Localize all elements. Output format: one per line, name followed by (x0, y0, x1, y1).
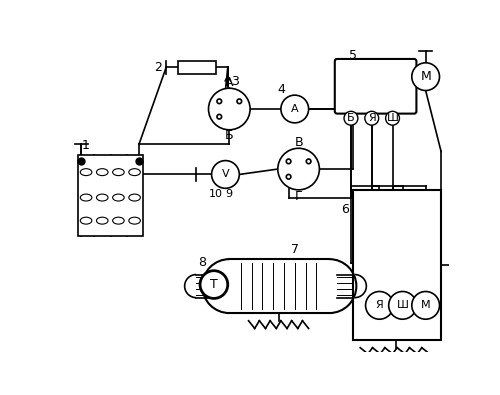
Text: 6: 6 (341, 203, 348, 216)
Circle shape (412, 292, 440, 319)
Text: М: М (421, 300, 430, 310)
Text: 2: 2 (154, 61, 162, 74)
Circle shape (212, 161, 240, 188)
Ellipse shape (96, 169, 108, 176)
Circle shape (208, 88, 250, 130)
Text: 7: 7 (291, 243, 299, 256)
Circle shape (365, 111, 378, 125)
Text: Я: Я (376, 300, 384, 310)
Circle shape (306, 159, 311, 164)
Text: 3: 3 (232, 75, 239, 88)
Bar (178, 61, 216, 74)
Ellipse shape (129, 169, 140, 176)
Ellipse shape (112, 169, 124, 176)
Ellipse shape (112, 194, 124, 201)
Circle shape (286, 175, 291, 179)
Text: Т: Т (210, 278, 218, 291)
Bar (352, 190, 441, 340)
Text: В: В (294, 135, 303, 149)
Ellipse shape (129, 194, 140, 201)
Text: Я: Я (368, 113, 376, 123)
Text: М: М (420, 70, 431, 83)
Ellipse shape (80, 169, 92, 176)
Circle shape (217, 99, 222, 103)
Circle shape (286, 159, 291, 164)
Text: Г: Г (295, 190, 302, 203)
Circle shape (200, 271, 228, 298)
Text: 5: 5 (348, 49, 356, 62)
Text: 1: 1 (82, 139, 89, 152)
Circle shape (217, 115, 222, 119)
Text: 9: 9 (226, 190, 233, 199)
Text: А: А (291, 104, 298, 114)
Text: А: А (225, 75, 234, 88)
Circle shape (412, 63, 440, 90)
Text: Ш: Ш (386, 113, 398, 123)
Text: 10: 10 (209, 190, 223, 199)
FancyBboxPatch shape (335, 59, 416, 114)
Ellipse shape (129, 217, 140, 224)
Circle shape (237, 99, 242, 103)
Circle shape (388, 292, 416, 319)
Text: Б: Б (347, 113, 355, 123)
Text: 8: 8 (198, 256, 206, 269)
Circle shape (366, 292, 394, 319)
Circle shape (344, 111, 358, 125)
Ellipse shape (80, 217, 92, 224)
Ellipse shape (112, 217, 124, 224)
Ellipse shape (96, 217, 108, 224)
Ellipse shape (80, 194, 92, 201)
Text: V: V (222, 169, 230, 179)
Text: Б: Б (225, 130, 234, 143)
Text: Ш: Ш (396, 300, 408, 310)
Circle shape (281, 95, 308, 123)
Ellipse shape (96, 194, 108, 201)
Bar (78, 155, 143, 236)
Text: 4: 4 (277, 83, 285, 96)
Circle shape (386, 111, 400, 125)
Circle shape (278, 148, 320, 190)
